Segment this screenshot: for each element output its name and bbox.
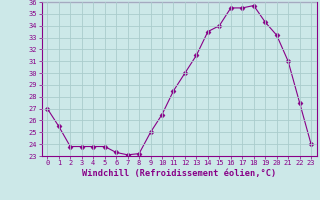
X-axis label: Windchill (Refroidissement éolien,°C): Windchill (Refroidissement éolien,°C) (82, 169, 276, 178)
